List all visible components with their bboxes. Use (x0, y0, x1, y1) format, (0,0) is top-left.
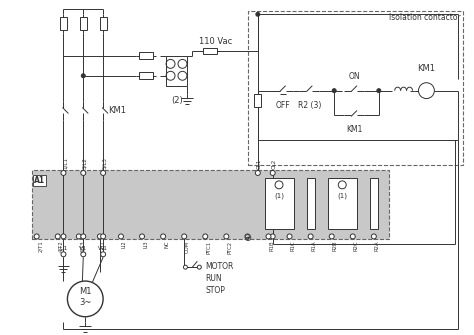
Bar (32, 170, 389, 240)
Bar (80, 17, 87, 30)
Text: R2A: R2A (375, 241, 380, 251)
Circle shape (329, 234, 334, 239)
Bar (328, 178, 357, 229)
Bar (255, 94, 261, 107)
Text: R2C: R2C (354, 241, 359, 251)
Circle shape (224, 234, 229, 239)
Text: R1A: R1A (311, 241, 317, 251)
Circle shape (76, 234, 82, 239)
Circle shape (81, 234, 86, 239)
Circle shape (287, 234, 292, 239)
Text: CL2: CL2 (272, 159, 277, 169)
Circle shape (270, 234, 275, 239)
Circle shape (308, 234, 313, 239)
Bar (264, 178, 293, 229)
Circle shape (203, 234, 208, 239)
Circle shape (100, 252, 106, 257)
Bar (248, 11, 463, 165)
Circle shape (350, 234, 355, 239)
Circle shape (275, 181, 283, 189)
Bar (139, 53, 153, 59)
Text: V1: V1 (79, 246, 87, 251)
Circle shape (182, 234, 187, 239)
Bar (307, 178, 315, 229)
Text: (1): (1) (274, 193, 284, 199)
Bar (100, 17, 107, 30)
Bar (139, 72, 153, 79)
Text: PTC2: PTC2 (228, 241, 232, 254)
Circle shape (419, 83, 434, 98)
Text: R1C: R1C (291, 241, 296, 251)
Text: COM: COM (185, 241, 190, 253)
Circle shape (332, 89, 336, 92)
Circle shape (139, 234, 145, 239)
Circle shape (338, 181, 346, 189)
Circle shape (256, 12, 260, 16)
Circle shape (118, 234, 123, 239)
Text: W1: W1 (98, 246, 108, 251)
Text: LI3: LI3 (143, 241, 148, 248)
Circle shape (55, 234, 60, 239)
Text: 110 Vac: 110 Vac (199, 37, 232, 46)
Circle shape (371, 234, 376, 239)
Circle shape (81, 171, 86, 176)
Text: MOTOR
RUN
STOP: MOTOR RUN STOP (205, 262, 234, 295)
Text: ON: ON (348, 72, 360, 81)
Circle shape (61, 252, 66, 257)
Text: KM1: KM1 (108, 106, 126, 115)
Circle shape (82, 74, 85, 78)
Circle shape (255, 171, 260, 176)
Text: NC: NC (164, 241, 169, 248)
Bar (165, 56, 187, 86)
Circle shape (81, 252, 86, 257)
Text: 1/L1: 1/L1 (63, 157, 67, 169)
Text: R1B: R1B (270, 241, 274, 251)
Circle shape (34, 234, 39, 239)
Text: M1
3~: M1 3~ (79, 287, 91, 307)
Text: U1: U1 (59, 246, 68, 251)
Text: R2 (3): R2 (3) (298, 100, 321, 110)
Circle shape (98, 234, 102, 239)
Text: CL1: CL1 (257, 159, 262, 169)
Text: OFF: OFF (275, 100, 290, 110)
Text: 6/T3: 6/T3 (80, 241, 85, 252)
Text: 3/L2: 3/L2 (82, 157, 87, 169)
Text: KM1: KM1 (346, 125, 362, 134)
Circle shape (270, 171, 275, 176)
Circle shape (183, 265, 187, 269)
Circle shape (67, 281, 103, 317)
Text: (1): (1) (337, 193, 347, 199)
Text: LI1: LI1 (101, 241, 106, 248)
Text: LI2: LI2 (122, 241, 127, 248)
Circle shape (161, 234, 165, 239)
Text: 4/T2: 4/T2 (59, 241, 64, 252)
Circle shape (377, 89, 381, 92)
Circle shape (61, 234, 66, 239)
Circle shape (61, 171, 66, 176)
Bar (203, 48, 217, 55)
Circle shape (266, 234, 271, 239)
Text: A1: A1 (34, 176, 45, 185)
Bar (60, 17, 67, 30)
Text: ⊕: ⊕ (243, 233, 252, 244)
Text: R2B: R2B (333, 241, 337, 251)
Text: 2/T1: 2/T1 (37, 241, 43, 252)
Text: 5/L3: 5/L3 (102, 157, 107, 169)
Circle shape (100, 171, 106, 176)
Text: (2): (2) (172, 96, 183, 105)
Text: KM1: KM1 (418, 64, 436, 73)
Text: Isolation contactor: Isolation contactor (389, 13, 461, 22)
Circle shape (245, 234, 250, 239)
Circle shape (100, 234, 106, 239)
Circle shape (197, 265, 201, 269)
Text: PTC1: PTC1 (206, 241, 211, 254)
Bar (370, 178, 378, 229)
